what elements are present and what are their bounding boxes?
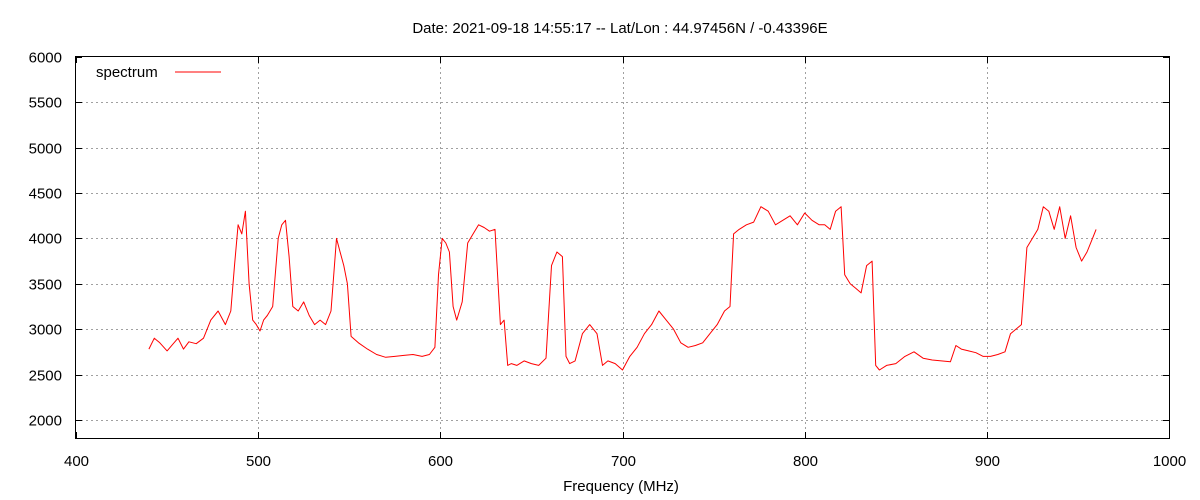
x-tick-label: 500 <box>246 453 271 470</box>
chart-title: Date: 2021-09-18 14:55:17 -- Lat/Lon : 4… <box>412 20 827 37</box>
y-tick-label: 3500 <box>29 277 62 294</box>
series-line-spectrum <box>148 206 1097 371</box>
x-tick-label: 700 <box>611 453 636 470</box>
y-tick-label: 4000 <box>29 231 62 248</box>
y-tick-label: 5000 <box>29 141 62 158</box>
x-tick-label: 1000 <box>1153 453 1186 470</box>
y-tick-label: 3000 <box>29 322 62 339</box>
y-tick-label: 4500 <box>29 186 62 203</box>
x-tick-label: 400 <box>64 453 89 470</box>
y-tick-label: 2000 <box>29 413 62 430</box>
x-tick-label: 900 <box>975 453 1000 470</box>
x-tick-label: 800 <box>793 453 818 470</box>
grid <box>76 57 1169 438</box>
y-tick-label: 5500 <box>29 95 62 112</box>
legend: spectrum <box>96 64 221 81</box>
y-axis-ticks: 2000 2500 3000 3500 4000 4500 5000 5500 6000 <box>29 50 1169 430</box>
y-tick-label: 2500 <box>29 368 62 385</box>
plot-frame <box>75 56 1170 439</box>
series-layer <box>148 206 1097 371</box>
x-axis-ticks: 400 500 600 700 800 900 1000 <box>64 57 1186 470</box>
legend-label-spectrum: spectrum <box>96 64 158 81</box>
x-tick-label: 600 <box>428 453 453 470</box>
y-tick-label: 6000 <box>29 50 62 67</box>
x-axis-label: Frequency (MHz) <box>563 478 679 495</box>
